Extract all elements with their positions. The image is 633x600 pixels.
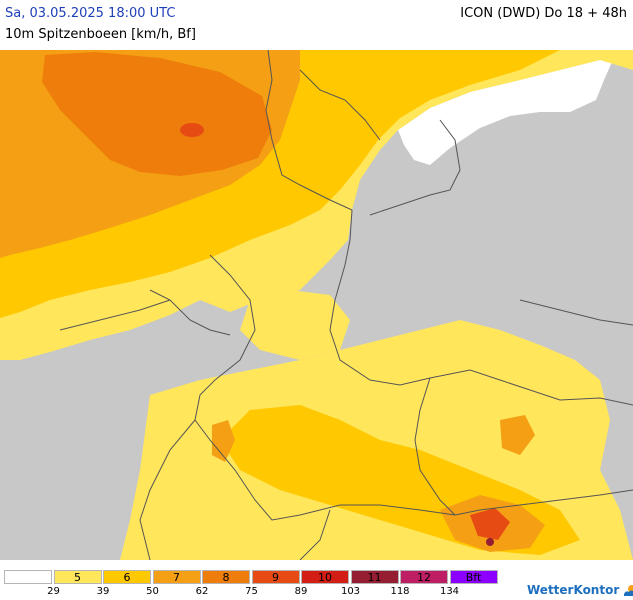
legend-tick-label: 39 [96, 586, 110, 597]
legend-bin-label: 7 [173, 571, 180, 584]
calm-zone-baltic [398, 60, 612, 165]
wetterkontor-logo: WetterKontor [527, 583, 633, 598]
wetterkontor-logo-icon [624, 584, 633, 596]
legend-bin [4, 570, 52, 584]
legend-tick-label: 89 [294, 586, 308, 597]
legend-tick-label: 75 [245, 586, 258, 597]
gust-zone-bf7-east [500, 415, 535, 455]
wind-gust-map [0, 49, 633, 561]
wind-scale-legend: 5 6 7 8 9 10 11 12 Bft [4, 570, 499, 586]
legend-bin-label: 11 [367, 571, 382, 584]
legend-bin: 12 [400, 570, 448, 584]
legend-bin: Bft [449, 570, 498, 584]
legend-bin-label: 6 [123, 571, 131, 584]
legend-bin-label: 10 [318, 571, 332, 584]
legend-bin-label: Bft [465, 571, 482, 584]
legend-tick-label: 62 [195, 586, 209, 597]
legend-bin-label: 5 [74, 571, 81, 584]
logo-text: WetterKontor [527, 583, 620, 597]
legend-bin: 6 [103, 570, 151, 584]
parameter-label: 10m Spitzenboeen [km/h, Bf] [5, 27, 196, 42]
gust-zone-bf5-central [240, 290, 350, 360]
legend-tick-label: 134 [439, 586, 460, 597]
wind-scale-ticks: 29 39 50 62 75 89 103 118 134 [4, 586, 504, 598]
gust-spot-bf9 [180, 123, 204, 137]
legend-bin-label: 8 [222, 571, 230, 584]
forecast-valid-time: Sa, 03.05.2025 18:00 UTC [5, 6, 176, 21]
gust-spot-bf11 [486, 538, 494, 546]
legend-bin: 7 [152, 570, 201, 584]
gust-zone-bf8-core [42, 52, 272, 176]
legend-tick-label: 29 [47, 586, 60, 597]
model-run-label: ICON (DWD) Do 18 + 48h [460, 6, 627, 21]
gust-zone-bf7-rhine [212, 420, 235, 462]
legend-bin: 9 [251, 570, 300, 584]
legend-bin: 11 [350, 570, 399, 584]
legend-tick-label: 50 [146, 586, 159, 597]
legend-bin: 5 [53, 570, 102, 584]
legend-bin: 8 [202, 570, 250, 584]
gust-zone-bf9-alps [470, 508, 510, 540]
legend-tick-label: 103 [340, 586, 361, 597]
country-borders [59, 49, 633, 561]
legend-bin-label: 12 [417, 571, 431, 584]
legend-bin-label: 9 [272, 571, 279, 584]
legend-bin: 10 [301, 570, 349, 584]
legend-tick-label: 118 [390, 586, 410, 597]
map-canvas [0, 49, 633, 561]
